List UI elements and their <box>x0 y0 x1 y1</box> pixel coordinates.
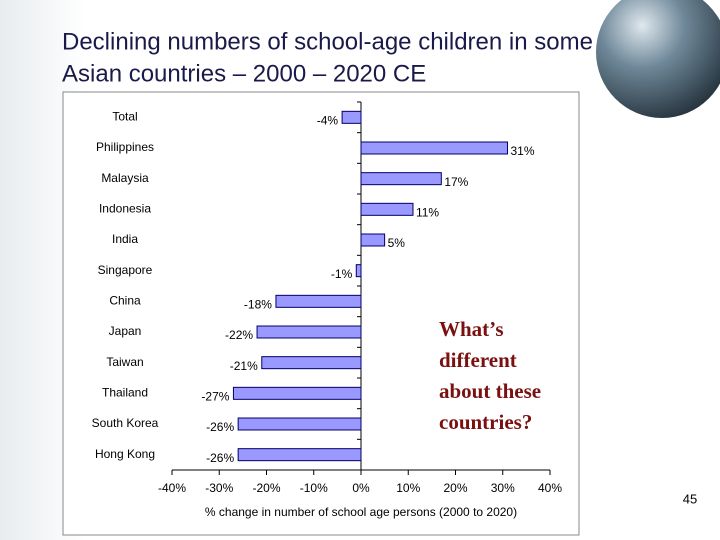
bar <box>360 233 386 247</box>
category-label: Philippines <box>96 140 154 154</box>
bar <box>237 417 362 431</box>
value-label: -4% <box>317 114 339 128</box>
bar <box>232 386 362 400</box>
annotation-line: countries? <box>439 410 532 434</box>
value-label: -26% <box>206 420 234 434</box>
x-tick-label: 40% <box>538 481 562 495</box>
value-label: 11% <box>416 206 439 220</box>
chart-frame <box>62 91 580 536</box>
category-label: Hong Kong <box>95 447 155 461</box>
x-tick-label: -10% <box>300 481 328 495</box>
category-label: Thailand <box>102 386 148 400</box>
value-label: -21% <box>230 359 258 373</box>
bar <box>360 202 414 216</box>
category-label: Japan <box>109 324 142 338</box>
category-label: South Korea <box>92 416 159 430</box>
value-label: -27% <box>201 390 229 404</box>
annotation-line: What’s <box>439 317 504 341</box>
category-label: India <box>112 232 138 246</box>
category-label: Indonesia <box>99 202 151 216</box>
x-tick-label: -20% <box>252 481 280 495</box>
bar <box>256 325 362 339</box>
value-label: 17% <box>444 175 468 189</box>
bar <box>237 448 362 462</box>
value-label: -22% <box>225 328 253 342</box>
category-label: Malaysia <box>101 171 149 185</box>
category-label: China <box>109 294 141 308</box>
globe <box>596 0 720 118</box>
bar <box>275 294 362 308</box>
value-label: 31% <box>510 144 534 158</box>
bar <box>360 172 442 186</box>
annotation-line: different <box>439 348 517 372</box>
category-label: Taiwan <box>106 355 143 369</box>
x-axis-label: % change in number of school age persons… <box>205 505 517 519</box>
value-label: -1% <box>331 267 353 281</box>
x-tick-label: -40% <box>158 481 186 495</box>
x-tick-label: -30% <box>205 481 233 495</box>
annotation-line: about these <box>439 379 541 403</box>
x-tick-label: 30% <box>491 481 515 495</box>
value-label: -26% <box>206 451 234 465</box>
bar <box>261 356 362 370</box>
title-line: Asian countries – 2000 – 2020 CE <box>62 60 426 87</box>
category-label: Total <box>112 110 137 124</box>
category-label: Singapore <box>98 263 153 277</box>
slide-number: 45 <box>683 491 697 506</box>
bar <box>355 264 362 278</box>
x-tick-label: 0% <box>352 481 370 495</box>
bar <box>360 141 508 155</box>
title-line: Declining numbers of school-age children… <box>62 28 593 55</box>
bar <box>341 110 362 124</box>
value-label: -18% <box>244 298 272 312</box>
value-label: 5% <box>388 236 406 250</box>
x-tick-label: 20% <box>443 481 467 495</box>
x-tick-label: 10% <box>396 481 420 495</box>
